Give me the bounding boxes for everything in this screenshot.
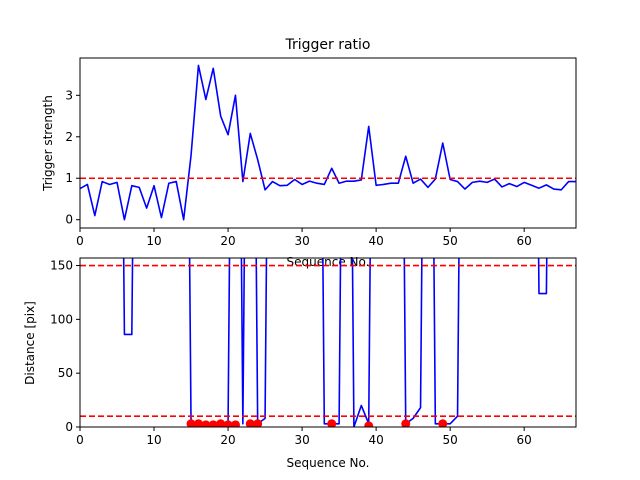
top-y-axis-label: Trigger strength [41, 95, 55, 192]
bottom-x-tick-label: 40 [368, 433, 383, 447]
top-x-tick-label: 50 [443, 234, 458, 248]
top-ticks: 0 10 20 30 40 50 60 0 1 2 3 [65, 88, 531, 248]
bottom-x-tick-label: 20 [220, 433, 235, 447]
bottom-y-tick-label: 100 [50, 312, 73, 326]
top-x-axis-label: Sequence No. [287, 255, 370, 269]
bottom-marker-point [438, 419, 448, 427]
bottom-marker-point [364, 421, 374, 427]
bottom-marker-point [253, 419, 263, 427]
top-series-line-0 [80, 64, 576, 221]
bottom-series-line-0 [122, 258, 548, 427]
top-x-tick-label: 30 [294, 234, 309, 248]
top-y-tick-label: 1 [65, 171, 73, 185]
bottom-y-tick-label: 50 [58, 366, 73, 380]
bottom-marker-point [230, 420, 240, 427]
bottom-marker-point [245, 419, 255, 427]
top-x-tick-label: 20 [220, 234, 235, 248]
bottom-plot-area [80, 258, 576, 427]
bottom-x-axis-label: Sequence No. [287, 456, 370, 470]
bottom-axes-frame [79, 257, 577, 428]
bottom-x-tick-label: 0 [76, 433, 84, 447]
bottom-y-tick-label: 0 [65, 420, 73, 434]
top-subplot: Trigger ratio 0 10 20 30 40 50 60 0 1 2 3 Sequence… [41, 37, 577, 269]
bottom-marker-point [186, 419, 196, 427]
bottom-marker-point [193, 419, 203, 427]
bottom-marker-point [208, 420, 218, 427]
bottom-x-tick-label: 10 [146, 433, 161, 447]
top-chart-title: Trigger ratio [284, 37, 370, 53]
bottom-ticks: 0 10 20 30 40 50 60 0 50 100 150 [50, 259, 532, 447]
bottom-y-tick-label: 150 [50, 259, 73, 273]
top-y-tick-label: 2 [65, 130, 73, 144]
bottom-subplot: 0 10 20 30 40 50 60 0 50 100 150 Sequence No. Dist… [23, 257, 577, 470]
bottom-marker-point [201, 420, 211, 427]
bottom-y-axis-label: Distance [pix] [23, 301, 37, 385]
bottom-marker-point [223, 420, 233, 427]
top-x-tick-label: 60 [517, 234, 532, 248]
top-plot-area [80, 64, 576, 221]
bottom-x-tick-label: 30 [294, 433, 309, 447]
bottom-x-tick-label: 60 [517, 433, 532, 447]
top-x-tick-label: 0 [76, 234, 84, 248]
bottom-x-tick-label: 50 [443, 433, 458, 447]
top-y-tick-label: 0 [65, 213, 73, 227]
bottom-marker-point [216, 419, 226, 427]
top-x-tick-label: 40 [368, 234, 383, 248]
bottom-marker-point [327, 419, 337, 427]
top-axes-frame [79, 57, 577, 229]
top-y-tick-label: 3 [65, 88, 73, 102]
top-x-tick-label: 10 [146, 234, 161, 248]
bottom-marker-point [401, 419, 411, 427]
